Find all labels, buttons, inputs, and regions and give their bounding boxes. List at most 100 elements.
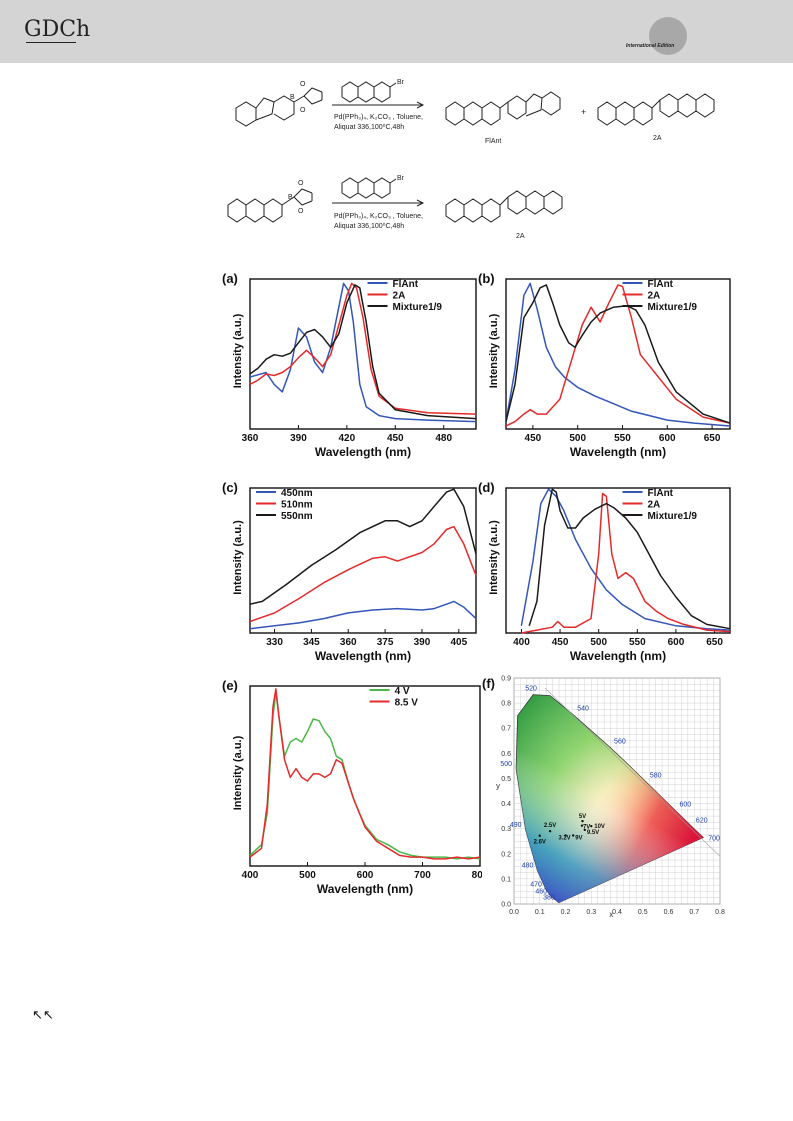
atom-o1-row2: O <box>298 180 304 187</box>
x-axis-label: Wavelength (nm) <box>315 649 411 663</box>
y-tick-label: 0.7 <box>501 726 511 733</box>
x-tick-label: 800 <box>472 870 482 881</box>
x-tick-label: 600 <box>357 870 374 881</box>
y-tick-label: 0.2 <box>501 851 511 858</box>
x-axis-label: Wavelength (nm) <box>315 445 411 459</box>
wavelength-label: 520 <box>525 686 537 693</box>
legend-label-0: FlAnt <box>647 488 673 499</box>
series-line-1 <box>249 525 477 623</box>
plot-frame <box>249 685 481 867</box>
cie-chromaticity-diagram: 0.0 0.1 0.2 0.3 0.4 0.5 0.6 0.7 0.8 0.0 0.1 0.2 0.3 0… <box>482 676 725 920</box>
wavelength-label: 700 <box>708 835 720 842</box>
x-tick-label: 0.8 <box>715 909 725 916</box>
series-line-2 <box>505 284 731 424</box>
y-axis-label: Intensity (a.u.) <box>488 520 500 595</box>
wavelength-label: 480 <box>522 863 534 870</box>
edition-label: International Edition <box>626 43 675 49</box>
x-tick-label: 330 <box>266 637 283 648</box>
legend-label-0: 4 V <box>395 686 410 697</box>
series-line-2 <box>528 488 731 630</box>
cie-point-label: 5V <box>579 814 586 820</box>
cie-point-2 <box>564 834 567 837</box>
wavelength-label: 460 <box>535 888 547 895</box>
conditions-2b: Aliquat 336,100⁰C,48h <box>334 222 404 230</box>
x-tick-label: 345 <box>303 637 320 648</box>
chart-panel-b: 450 500 550 600 650 Wavelength (nm) Intensity … <box>478 271 731 459</box>
chart-panel-c: 330 345 360 375 390 405 Wavelength (nm) Intensi… <box>222 480 477 663</box>
wavelength-label: 470 <box>530 881 542 888</box>
bromoanthracene-2 <box>341 177 397 199</box>
cie-point-4 <box>580 824 584 827</box>
cie-point-label: 9V <box>575 835 582 841</box>
wavelength-label: 540 <box>577 706 589 713</box>
cie-point-1 <box>538 834 541 837</box>
x-tick-label: 0.2 <box>561 909 571 916</box>
series-line-1 <box>249 688 481 860</box>
x-tick-label: 500 <box>590 637 607 648</box>
logo-underline <box>26 42 76 43</box>
edition-circle <box>649 17 687 55</box>
x-tick-label: 0.1 <box>535 909 545 916</box>
x-axis-label: x <box>609 910 613 919</box>
panel-letter: (a) <box>222 271 238 286</box>
bromoanthracene <box>341 81 397 103</box>
x-tick-label: 550 <box>614 433 631 444</box>
panel-letter: (d) <box>478 480 495 495</box>
spectral-locus-blue <box>516 694 704 903</box>
panel-letter: (e) <box>222 678 238 693</box>
x-tick-label: 650 <box>704 433 721 444</box>
x-tick-label: 0.4 <box>612 909 622 916</box>
label-2a-row1: 2A <box>653 135 662 142</box>
series-line-0 <box>249 691 481 860</box>
y-axis-label: y <box>496 781 500 790</box>
cie-point-6 <box>583 828 587 832</box>
series-line-0 <box>249 600 477 630</box>
legend-label-0: 450nm <box>281 488 313 499</box>
wavelength-label: 620 <box>696 818 708 825</box>
wavelength-label: 580 <box>650 773 662 780</box>
reaction-scheme: Br Pd(PPh₃)₄, K₂CO₃ , Toluene, Aliquat 3… <box>227 79 715 240</box>
chart-panel-d: 400 450 500 550 600 650 Wavelength (nm) Intensi… <box>478 480 731 663</box>
y-tick-label: 0.1 <box>501 876 511 883</box>
x-tick-label: 400 <box>513 637 530 648</box>
y-tick-label: 0.5 <box>501 776 511 783</box>
atom-b-row1: B <box>290 94 295 101</box>
nav-arrows-icon[interactable]: ↖↖ <box>32 1008 54 1023</box>
y-axis-label: Intensity (a.u.) <box>232 520 244 595</box>
reagent-br-1: Br <box>397 79 405 86</box>
series-line-2 <box>249 488 477 605</box>
x-tick-label: 0.3 <box>586 909 596 916</box>
x-tick-label: 500 <box>299 870 316 881</box>
y-axis-label: Intensity (a.u.) <box>232 313 244 388</box>
reagent-br-2: Br <box>397 175 405 182</box>
label-flant: FlAnt <box>485 138 501 145</box>
wavelength-label: 500 <box>500 761 512 768</box>
panel-letter: (c) <box>222 480 238 495</box>
wavelength-label: 490 <box>510 822 522 829</box>
chart-panel-a: 360 390 420 450 480 Wavelength (nm) Intensity … <box>222 271 477 459</box>
x-tick-label: 0.6 <box>664 909 674 916</box>
cie-point-label: 7V <box>583 825 590 831</box>
cie-point-label: 10V <box>594 824 605 830</box>
series-line-0 <box>520 488 731 631</box>
series-line-1 <box>249 282 477 415</box>
gdch-logo: GDCh <box>24 17 91 42</box>
legend-label-1: 510nm <box>281 500 313 511</box>
x-tick-label: 0.5 <box>638 909 648 916</box>
flant-structure <box>445 91 561 126</box>
cie-point-7 <box>590 824 593 828</box>
legend-label-2: 550nm <box>281 511 313 522</box>
atom-o2-row2: O <box>298 208 304 215</box>
y-tick-label: 0.6 <box>501 751 511 758</box>
legend-label-2: Mixture1/9 <box>647 511 697 522</box>
y-tick-label: 0.0 <box>501 902 511 909</box>
x-tick-label: 375 <box>377 637 394 648</box>
plot-frame <box>505 278 731 430</box>
wavelength-label: 560 <box>614 738 626 745</box>
legend-label-1: 2A <box>647 500 660 511</box>
y-axis-label: Intensity (a.u.) <box>488 313 500 388</box>
panel-letter: (f) <box>482 676 495 691</box>
x-axis-label: Wavelength (nm) <box>317 882 413 896</box>
conditions-2a: Pd(PPh₃)₄, K₂CO₃ , Toluene, <box>334 213 423 220</box>
conditions-1a: Pd(PPh₃)₄, K₂CO₃ , Toluene, <box>334 114 423 121</box>
